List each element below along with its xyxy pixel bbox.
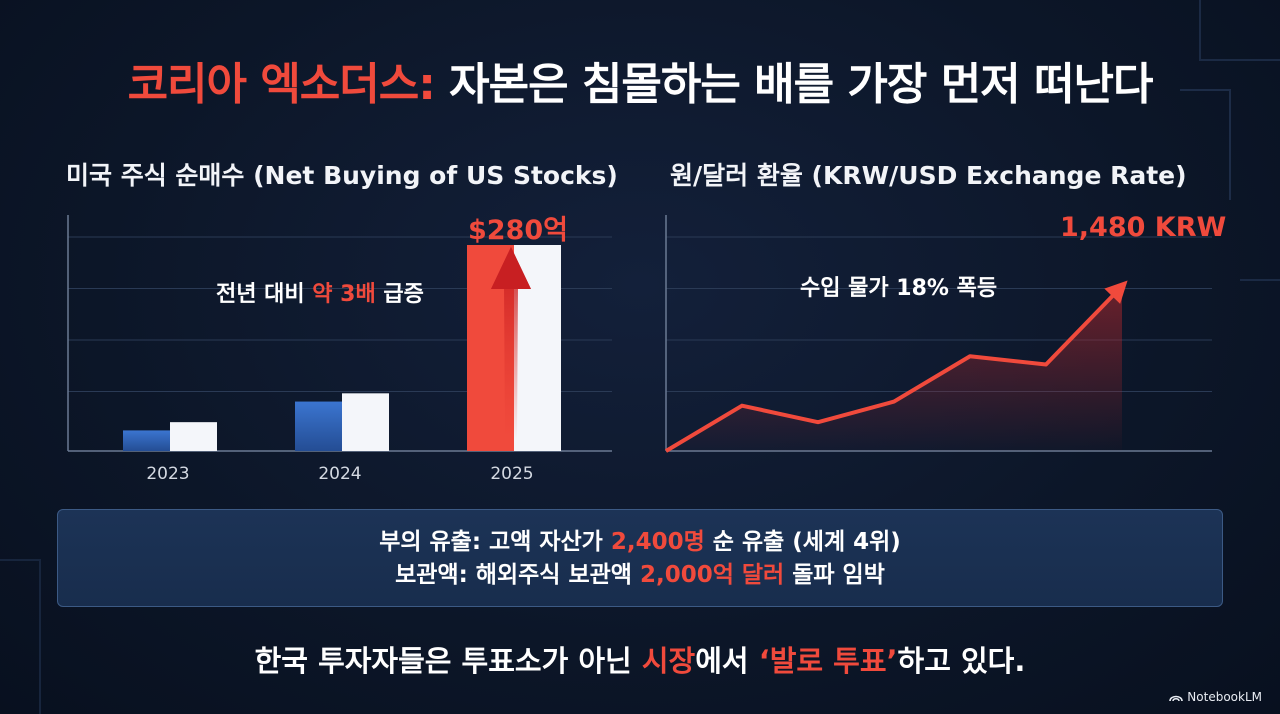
bar-growth-arrow-head — [491, 247, 531, 289]
bar-2024-blue — [295, 401, 342, 451]
page-title: 코리아 엑소더스: 자본은 침몰하는 배를 가장 먼저 떠난다 — [0, 48, 1280, 112]
bar-growth-arrow — [491, 247, 531, 441]
bar-tick-label: 2025 — [490, 464, 533, 484]
info-line-2-highlight: 2,000억 달러 — [639, 562, 785, 588]
line-annotation: 수입 물가 18% 폭등 — [800, 276, 998, 301]
bar-tick-label: 2024 — [318, 464, 361, 484]
bar-highlight-label: $280억 — [468, 215, 568, 246]
bar-annotation-prefix: 전년 대비 — [216, 282, 313, 307]
bottom-highlight-1: 시장 — [641, 644, 696, 678]
info-line-2: 보관액: 해외주식 보관액 2,000억 달러 돌파 임박 — [58, 559, 1222, 592]
info-line-1-prefix: 부의 유출: 고액 자산가 — [379, 529, 611, 555]
bar-2023-white — [170, 422, 217, 451]
info-line-1-suffix: 순 유출 (세계 4위) — [704, 529, 901, 555]
bottom-conclusion: 한국 투자자들은 투표소가 아닌 시장에서 ‘발로 투표’하고 있다. — [0, 638, 1280, 680]
line-grid — [666, 236, 1212, 392]
bar-annotation: 전년 대비 약 3배 급증 — [216, 276, 424, 308]
bar-chart-title: 미국 주식 순매수 (Net Buying of US Stocks) — [66, 161, 618, 190]
bar-chart: 2023 2024 2025 — [67, 215, 612, 484]
info-line-1-highlight: 2,400명 — [610, 529, 705, 555]
title-accent: 코리아 엑소더스: — [127, 59, 436, 110]
line-chart — [664, 215, 1212, 453]
bottom-prefix: 한국 투자자들은 투표소가 아닌 — [254, 644, 642, 678]
bar-2023-blue — [123, 430, 170, 451]
line-chart-title: 원/달러 환율 (KRW/USD Exchange Rate) — [670, 161, 1187, 190]
bar-tick-labels: 2023 2024 2025 — [146, 464, 533, 484]
info-line-2-suffix: 돌파 임박 — [784, 562, 885, 588]
line-points — [665, 286, 1123, 452]
brand: NotebookLM — [1169, 690, 1262, 704]
bottom-highlight-2: ‘발로 투표’ — [758, 644, 898, 678]
bar-tick-label: 2023 — [146, 464, 189, 484]
bottom-middle: 에서 — [695, 644, 759, 678]
bottom-suffix: 하고 있다. — [897, 644, 1026, 678]
bar-annotation-highlight: 약 3배 — [312, 282, 376, 307]
bar-marks — [123, 245, 561, 451]
notebooklm-icon — [1169, 695, 1184, 702]
brand-label: NotebookLM — [1187, 690, 1262, 704]
bar-2024-white — [342, 393, 389, 451]
line-arrow-head — [1104, 280, 1128, 304]
line-end-label: 1,480 KRW — [1060, 212, 1227, 243]
bar-annotation-suffix: 급증 — [375, 282, 424, 307]
line-area — [666, 286, 1122, 451]
title-rest: 자본은 침몰하는 배를 가장 먼저 떠난다 — [434, 59, 1153, 110]
info-box: 부의 유출: 고액 자산가 2,400명 순 유출 (세계 4위) 보관액: 해… — [57, 509, 1223, 607]
info-line-2-prefix: 보관액: 해외주식 보관액 — [395, 562, 640, 588]
info-line-1: 부의 유출: 고액 자산가 2,400명 순 유출 (세계 4위) — [58, 526, 1222, 559]
